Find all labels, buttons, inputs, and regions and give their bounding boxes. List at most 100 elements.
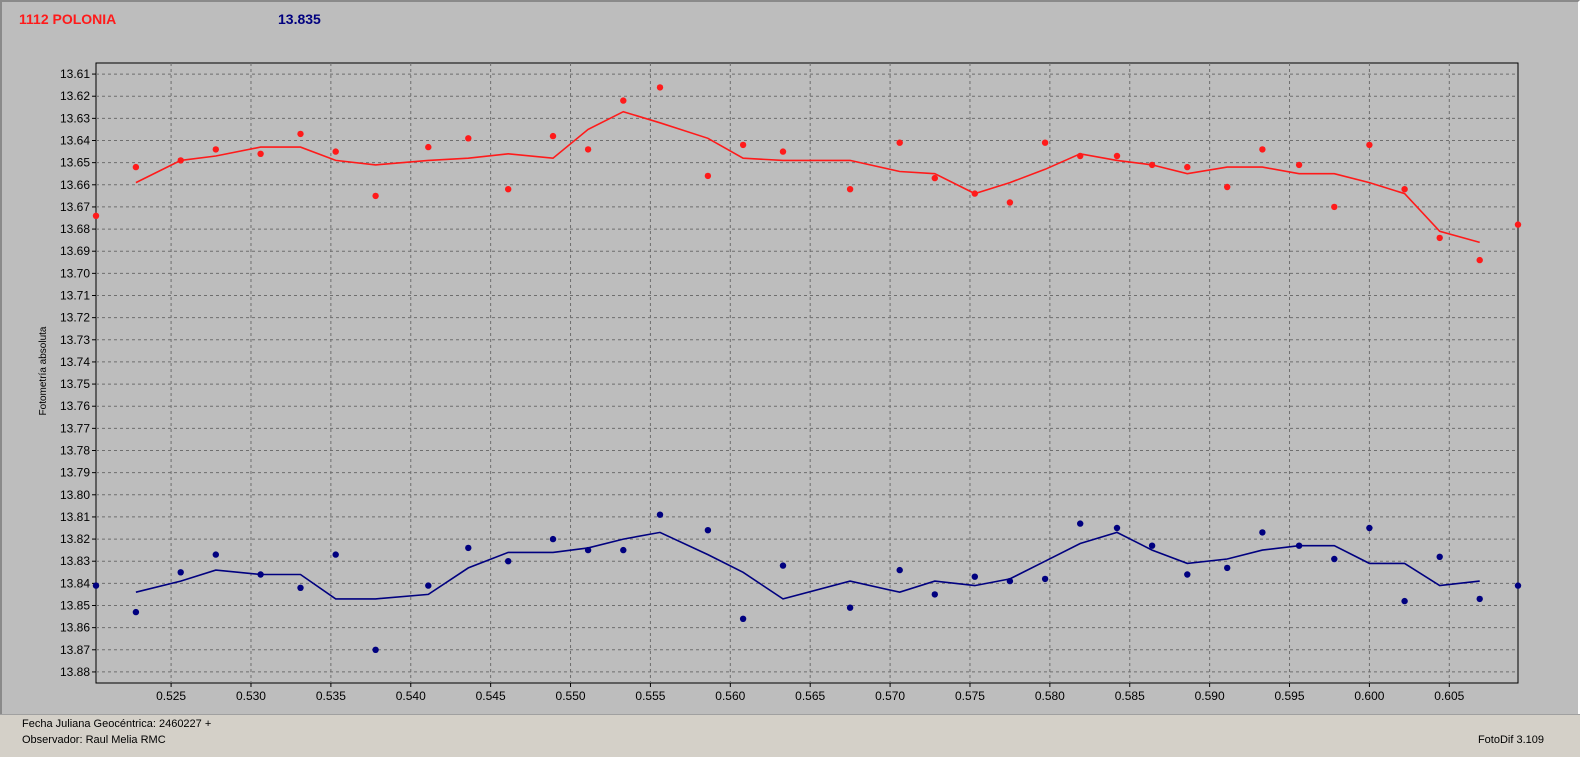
series-0-point	[297, 130, 304, 138]
series-1-point	[1295, 542, 1303, 549]
series-0-trend-line	[135, 110, 1480, 244]
series-1-point	[896, 566, 903, 574]
series-1-point	[132, 608, 140, 616]
x-tick-label: 0.600	[1354, 689, 1384, 703]
series-1-point	[1366, 524, 1373, 532]
series-0-point	[92, 212, 100, 219]
series-0-point	[549, 132, 557, 140]
series-0-point	[1041, 139, 1049, 146]
series-1-point	[372, 646, 379, 653]
series-0-point	[465, 135, 472, 142]
x-tick-label: 0.585	[1115, 689, 1145, 703]
series-0-point	[425, 143, 432, 151]
x-tick-label: 0.575	[955, 689, 985, 703]
series-1-point	[1077, 520, 1084, 527]
series-0-point	[257, 150, 264, 157]
status-footer: Fecha Juliana Geocéntrica: 2460227 + Obs…	[0, 714, 1580, 757]
y-tick-label: 13.73	[60, 333, 90, 347]
series-1-point	[1041, 575, 1049, 583]
series-1-point	[1259, 529, 1266, 536]
y-tick-label: 13.86	[60, 621, 90, 635]
y-tick-label: 13.88	[60, 665, 90, 679]
julian-date-label: Fecha Juliana Geocéntrica: 2460227 +	[22, 718, 212, 730]
x-tick-label: 0.565	[795, 689, 825, 703]
data-series	[92, 84, 1522, 653]
x-tick-label: 0.545	[476, 689, 506, 703]
x-tick-label: 0.580	[1035, 689, 1065, 703]
photometry-chart: 13.61 13.62 13.63 13.64 13.65 13.66 13.67 13.68…	[38, 62, 1522, 703]
object-name: 1112 POLONIA	[19, 11, 117, 27]
x-tick-label: 0.550	[556, 689, 586, 703]
series-0-point	[656, 84, 664, 91]
series-0-point	[620, 97, 627, 104]
observer-label: Observador: Raul Melia RMC	[22, 734, 166, 746]
series-1-point	[846, 604, 854, 611]
y-tick-label: 13.83	[60, 554, 90, 568]
series-0-point	[1259, 146, 1266, 153]
series-1-point	[1006, 577, 1014, 585]
series-0-point	[132, 163, 140, 171]
x-axis: 0.525 0.530 0.535 0.540 0.545 0.550 0.555 0.560…	[156, 683, 1465, 703]
series-1-trend-line	[135, 531, 1480, 600]
y-tick-label: 13.77	[60, 421, 90, 435]
y-tick-label: 13.65	[60, 156, 90, 170]
y-axis: 13.61 13.62 13.63 13.64 13.65 13.66 13.67 13.68…	[60, 67, 96, 679]
y-tick-label: 13.69	[60, 244, 90, 258]
series-0-point	[177, 157, 184, 164]
y-tick-label: 13.85	[60, 599, 90, 613]
series-1-point	[1224, 564, 1231, 572]
y-tick-label: 13.72	[60, 311, 90, 325]
y-tick-label: 13.75	[60, 377, 90, 391]
y-tick-label: 13.78	[60, 444, 90, 458]
series-1-point	[584, 546, 592, 554]
series-0-point	[1331, 203, 1338, 211]
series-1-point	[779, 562, 787, 569]
series-1-point	[739, 615, 747, 622]
series-0-point	[1476, 256, 1483, 264]
series-1-point	[1184, 571, 1191, 578]
series-0-point	[1077, 152, 1084, 160]
series-0-point	[1148, 161, 1156, 169]
series-0-point	[896, 139, 903, 146]
series-1-point	[1113, 524, 1121, 532]
series-0-point	[584, 146, 592, 153]
grid-lines	[96, 63, 1518, 683]
series-1-point	[332, 551, 339, 558]
series-0-point	[212, 146, 219, 153]
y-tick-label: 13.68	[60, 222, 90, 236]
version-label: FotoDif 3.109	[1477, 734, 1544, 746]
y-tick-label: 13.63	[60, 111, 90, 125]
series-1-point	[1436, 553, 1443, 560]
series-1-point	[549, 535, 557, 543]
series-1-point	[1514, 582, 1522, 589]
x-tick-label: 0.570	[875, 689, 905, 703]
series-1-point	[297, 584, 304, 591]
series-1-point	[1331, 555, 1338, 563]
series-1-point	[177, 569, 184, 576]
series-0-point	[372, 192, 379, 200]
series-0-point	[1184, 163, 1191, 171]
x-tick-label: 0.590	[1195, 689, 1225, 703]
series-1-point	[1401, 597, 1408, 605]
series-1-point	[505, 558, 512, 565]
series-0-point	[1113, 152, 1121, 160]
series-1-point	[425, 582, 432, 589]
y-tick-label: 13.84	[60, 576, 90, 590]
series-0-point	[1436, 234, 1443, 242]
series-0-point	[1295, 161, 1303, 169]
series-0-point	[1366, 141, 1373, 149]
series-0-point	[846, 186, 854, 193]
series-0-point	[1224, 183, 1231, 191]
y-tick-label: 13.79	[60, 466, 90, 480]
x-tick-label: 0.560	[715, 689, 745, 703]
series-1-point	[92, 582, 100, 589]
y-tick-label: 13.76	[60, 399, 90, 413]
y-tick-label: 13.87	[60, 643, 90, 657]
x-tick-label: 0.605	[1434, 689, 1464, 703]
series-1-point	[1476, 595, 1483, 603]
y-tick-label: 13.70	[60, 266, 90, 280]
series-0-point	[1514, 221, 1522, 228]
series-1-point	[704, 527, 712, 534]
series-0-point	[505, 186, 512, 193]
y-tick-label: 13.66	[60, 178, 90, 192]
